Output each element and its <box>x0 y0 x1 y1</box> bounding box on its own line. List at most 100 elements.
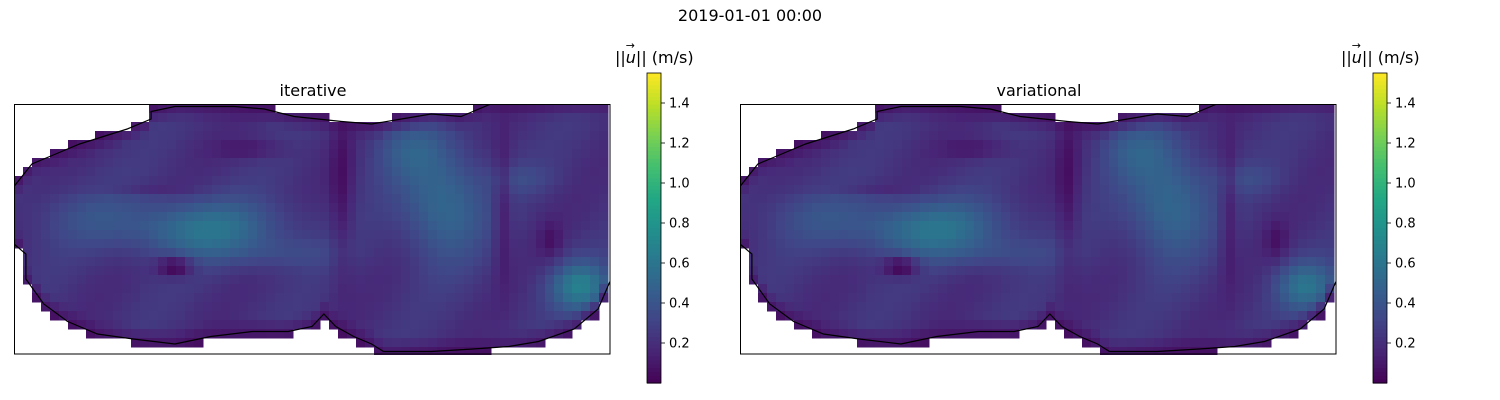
heatmap-cell <box>419 293 429 303</box>
heatmap-cell <box>419 230 429 240</box>
heatmap-cell <box>902 230 912 240</box>
heatmap-cell <box>86 158 96 168</box>
panel-title-iterative: iterative <box>279 81 347 100</box>
heatmap-cell <box>1307 140 1317 150</box>
heatmap-cell <box>293 203 303 213</box>
heatmap-cell <box>1136 320 1146 330</box>
heatmap-cell <box>1280 203 1290 213</box>
heatmap-cell <box>176 122 186 132</box>
heatmap-cell <box>284 194 294 204</box>
heatmap-cell <box>554 320 564 330</box>
heatmap-cell <box>248 140 258 150</box>
heatmap-cell <box>590 311 600 321</box>
heatmap-cell <box>347 239 357 249</box>
heatmap-cell <box>392 293 402 303</box>
heatmap-cell <box>866 203 876 213</box>
heatmap-cell <box>1163 329 1173 339</box>
heatmap-cell <box>410 257 420 267</box>
heatmap-cell <box>167 284 177 294</box>
heatmap-cell <box>920 311 930 321</box>
heatmap-cell <box>464 230 474 240</box>
heatmap-cell <box>983 302 993 312</box>
heatmap-cell <box>23 257 33 267</box>
heatmap-cell <box>1100 248 1110 258</box>
heatmap-cell <box>374 329 384 339</box>
heatmap-cells <box>740 104 1335 355</box>
heatmap-cell <box>185 122 195 132</box>
heatmap-cell <box>1199 284 1209 294</box>
heatmap-cell <box>1307 194 1317 204</box>
heatmap-cell <box>113 284 123 294</box>
heatmap-cell <box>284 275 294 285</box>
heatmap-cell <box>920 212 930 222</box>
heatmap-cell <box>149 311 159 321</box>
heatmap-cell <box>212 185 222 195</box>
heatmap-cell <box>401 203 411 213</box>
heatmap-cell <box>866 329 876 339</box>
heatmap-cell <box>419 212 429 222</box>
heatmap-cell <box>572 257 582 267</box>
heatmap-cell <box>1109 212 1119 222</box>
heatmap-cell <box>590 176 600 186</box>
colorbar-segment <box>1373 286 1387 291</box>
heatmap-cell <box>455 338 465 348</box>
heatmap-cell <box>1154 113 1164 123</box>
heatmap-cell <box>365 320 375 330</box>
colorbar-tick-label: 0.2 <box>1395 337 1416 352</box>
colorbar-segment <box>1373 150 1387 155</box>
heatmap-cell <box>1280 131 1290 141</box>
heatmap-cell <box>302 140 312 150</box>
heatmap-cell <box>1163 266 1173 276</box>
heatmap-cell <box>248 320 258 330</box>
heatmap-cell <box>1010 257 1020 267</box>
heatmap-cell <box>947 311 957 321</box>
heatmap-cell <box>221 239 231 249</box>
heatmap-cell <box>776 248 786 258</box>
heatmap-cell <box>821 239 831 249</box>
heatmap-cell <box>221 194 231 204</box>
heatmap-cell <box>758 275 768 285</box>
heatmap-cell <box>1091 230 1101 240</box>
heatmap-cell <box>1073 230 1083 240</box>
heatmap-cell <box>104 230 114 240</box>
heatmap-cell <box>1064 230 1074 240</box>
heatmap-cell <box>491 140 501 150</box>
heatmap-cell <box>1316 176 1326 186</box>
heatmap-cell <box>104 266 114 276</box>
heatmap-cell <box>437 131 447 141</box>
heatmap-cell <box>1136 275 1146 285</box>
heatmap-cell <box>1154 239 1164 249</box>
heatmap-cell <box>95 203 105 213</box>
heatmap-cell <box>1181 338 1191 348</box>
heatmap-cell <box>293 185 303 195</box>
heatmap-cell <box>911 104 921 114</box>
heatmap-cell <box>758 158 768 168</box>
heatmap-cell <box>902 185 912 195</box>
heatmap-cell <box>1226 293 1236 303</box>
heatmap-cell <box>1190 275 1200 285</box>
heatmap-cell <box>1145 257 1155 267</box>
heatmap-cell <box>455 275 465 285</box>
heatmap-cell <box>410 221 420 231</box>
heatmap-cell <box>338 203 348 213</box>
heatmap-cell <box>158 284 168 294</box>
heatmap-cell <box>974 122 984 132</box>
heatmap-cell <box>1226 158 1236 168</box>
heatmap-cell <box>947 221 957 231</box>
heatmap-cell <box>794 167 804 177</box>
heatmap-cell <box>401 194 411 204</box>
heatmap-cell <box>527 275 537 285</box>
heatmap-cell <box>473 212 483 222</box>
heatmap-cell <box>320 248 330 258</box>
heatmap-cell <box>113 131 123 141</box>
heatmap-cell <box>113 221 123 231</box>
heatmap-cell <box>32 266 42 276</box>
colorbar-segment <box>647 352 661 357</box>
heatmap-cell <box>446 194 456 204</box>
colorbar-right: 0.20.40.60.81.01.21.4 <box>1372 72 1416 384</box>
heatmap-cell <box>554 221 564 231</box>
heatmap-cell <box>482 320 492 330</box>
heatmap-cell <box>428 275 438 285</box>
heatmap-cell <box>239 248 249 258</box>
heatmap-cell <box>338 311 348 321</box>
